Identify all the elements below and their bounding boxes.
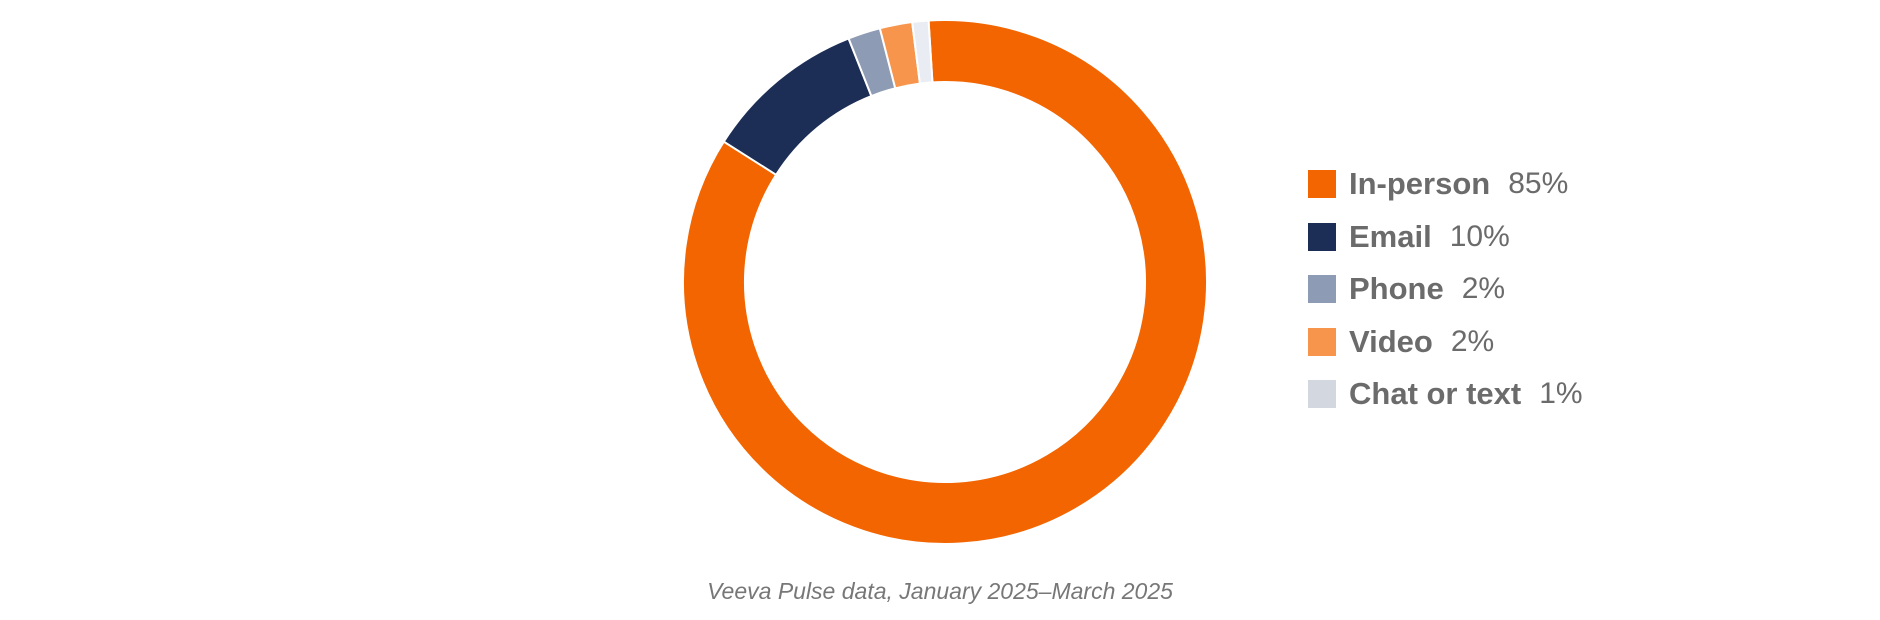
slice-in-person xyxy=(682,19,1208,545)
legend-item-chat-or-text: Chat or text 1% xyxy=(1308,368,1583,421)
legend-value: 2% xyxy=(1450,324,1495,358)
chart-legend: In-person 85% Email 10% Phone 2% Video 2% Chat o… xyxy=(1308,158,1583,421)
legend-value: 1% xyxy=(1539,377,1583,411)
legend-item-email: Email 10% xyxy=(1308,211,1583,264)
legend-swatch xyxy=(1308,327,1336,356)
chart-caption: Veeva Pulse data, January 2025–March 202… xyxy=(707,578,1173,604)
legend-label: Video xyxy=(1349,323,1433,359)
legend-item-in-person: In-person 85% xyxy=(1308,158,1583,211)
legend-swatch xyxy=(1308,170,1336,199)
legend-swatch xyxy=(1308,380,1336,409)
legend-swatch xyxy=(1308,275,1336,304)
legend-value: 10% xyxy=(1449,219,1510,253)
slice-chat-or-text xyxy=(911,19,934,85)
slice-email xyxy=(722,37,873,177)
legend-value: 2% xyxy=(1461,272,1506,306)
legend-swatch xyxy=(1308,222,1336,251)
legend-item-video: Video 2% xyxy=(1308,316,1583,369)
legend-label: In-person xyxy=(1349,166,1491,202)
legend-label: Email xyxy=(1349,218,1432,254)
legend-item-phone: Phone 2% xyxy=(1308,263,1583,316)
legend-value: 85% xyxy=(1508,167,1569,201)
legend-label: Phone xyxy=(1349,271,1444,307)
legend-label: Chat or text xyxy=(1349,376,1522,412)
